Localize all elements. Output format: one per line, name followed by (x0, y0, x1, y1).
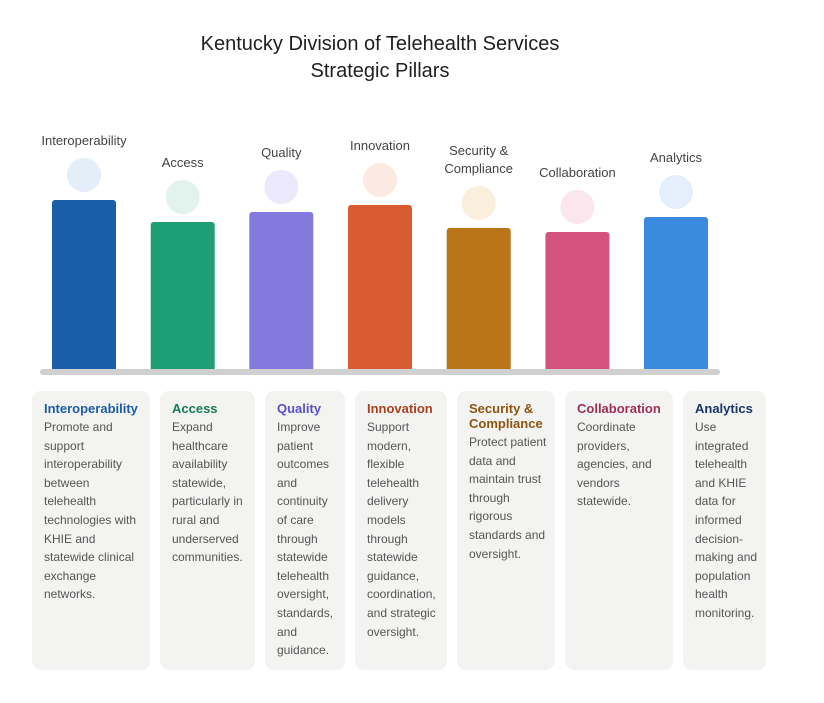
card-access: Access Expand healthcare availability sta… (160, 391, 255, 670)
card-security-compliance: Security & Compliance Protect patient dat… (457, 391, 555, 670)
card-title-security-compliance: Security & Compliance (469, 401, 543, 431)
pillar-label-analytics: Analytics (650, 150, 703, 165)
pillar-icon-circle-security-compliance (461, 186, 496, 220)
pillar-quality (249, 212, 314, 372)
card-collaboration: Collaboration Coordinate providers, agenc… (565, 391, 673, 670)
card-description-quality: Improve patient outcomes and continuity … (277, 420, 334, 658)
pillar-security-compliance (446, 228, 511, 372)
title-line-2: Strategic Pillars (310, 60, 450, 82)
card-title-collaboration: Collaboration (577, 401, 661, 416)
pillar-icon-circle-innovation (363, 163, 397, 197)
pillar-innovation (348, 205, 412, 372)
card-title-analytics: Analytics (695, 401, 753, 416)
pillar-icon-circle-analytics (659, 175, 693, 209)
card-description-innovation: Support modern, flexible telehealth deli… (367, 420, 436, 639)
card-quality: Quality Improve patient outcomes and cont… (265, 391, 345, 670)
card-title-quality: Quality (277, 401, 322, 416)
card-title-innovation: Innovation (367, 401, 433, 416)
pillar-label-collaboration: Collaboration (539, 165, 616, 180)
card-analytics: Analytics Use integrated telehealth and K… (683, 391, 766, 670)
pillar-collaboration (545, 232, 610, 372)
pillar-label-innovation: Innovation (350, 138, 410, 153)
diagram-title: Kentucky Division of Telehealth Services… (0, 31, 760, 85)
pillars-graphic: Interoperability Access Quality Innovation S… (40, 133, 720, 375)
title-line-1: Kentucky Division of Telehealth Services (200, 33, 560, 55)
pillar-access (150, 222, 215, 372)
pillar-label-security-compliance-line-1: Security & (449, 143, 509, 158)
pillar-label-quality: Quality (261, 145, 302, 160)
pillar-icon-circle-access (165, 180, 200, 214)
pillar-label-interoperability: Interoperability (41, 133, 127, 148)
pillar-icon-circle-collaboration (560, 190, 595, 224)
pillar-label-access: Access (162, 155, 204, 170)
card-description-access: Expand healthcare availability statewide… (172, 420, 243, 565)
pillar-analytics (644, 217, 708, 372)
pillar-interoperability (52, 200, 116, 372)
pillars-base (40, 369, 720, 375)
pillar-icon-circle-quality (264, 170, 299, 204)
card-title-interoperability: Interoperability (44, 401, 138, 416)
card-description-security-compliance: Protect patient data and maintain trust … (469, 435, 547, 561)
card-title-access: Access (172, 401, 218, 416)
card-description-analytics: Use integrated telehealth and KHIE data … (695, 420, 758, 620)
card-interoperability: Interoperability Promote and support inte… (32, 391, 150, 670)
card-innovation: Innovation Support modern, flexible teleh… (355, 391, 447, 670)
card-description-collaboration: Coordinate providers, agencies, and vend… (577, 420, 652, 509)
pillar-icon-circle-interoperability (67, 158, 101, 192)
card-description-interoperability: Promote and support interoperability bet… (44, 420, 137, 602)
pillar-label-security-compliance-line-2: Compliance (444, 161, 513, 176)
